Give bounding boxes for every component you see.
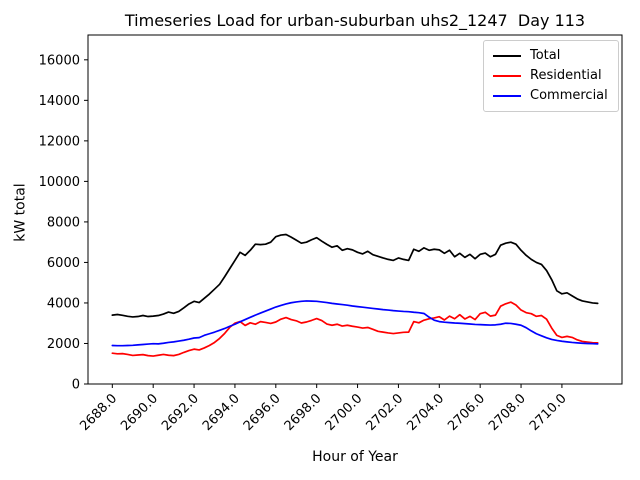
commercial-line xyxy=(111,300,599,347)
y-tick-label: 2000 xyxy=(47,337,80,352)
legend-label-total: Total xyxy=(530,48,561,63)
legend-entry-commercial: Commercial xyxy=(493,86,609,106)
x-tick-label: 2698.0 xyxy=(282,391,325,434)
x-tick-label: 2688.0 xyxy=(77,391,120,434)
x-tick-label: 2708.0 xyxy=(486,391,529,434)
axes-frame xyxy=(87,34,623,385)
y-tick-label: 6000 xyxy=(47,256,80,271)
y-tick-label: 10000 xyxy=(39,175,80,190)
total-line-swatch xyxy=(493,55,521,57)
legend-label-commercial: Commercial xyxy=(530,88,608,103)
legend-entry-total: Total xyxy=(493,46,609,66)
y-tick-label: 14000 xyxy=(39,94,80,109)
x-tick-label: 2704.0 xyxy=(404,391,447,434)
x-tick-label: 2696.0 xyxy=(241,391,284,434)
x-axis-label: Hour of Year xyxy=(312,449,398,465)
x-tick-label: 2702.0 xyxy=(363,391,406,434)
x-tick-label: 2706.0 xyxy=(445,391,488,434)
total-line xyxy=(111,233,599,318)
x-tick-label: 2710.0 xyxy=(527,391,570,434)
chart-title: Timeseries Load for urban-suburban uhs2_… xyxy=(124,11,586,30)
y-tick-label: 0 xyxy=(72,378,80,393)
y-tick-label: 16000 xyxy=(39,53,80,68)
legend-entry-residential: Residential xyxy=(493,66,609,86)
x-tick-label: 2700.0 xyxy=(323,391,366,434)
x-tick-label: 2692.0 xyxy=(159,391,202,434)
commercial-line-swatch xyxy=(493,95,521,97)
residential-line xyxy=(111,301,599,357)
x-tick-label: 2694.0 xyxy=(200,391,243,434)
y-axis-label: kW total xyxy=(12,183,29,242)
legend-label-residential: Residential xyxy=(530,68,602,83)
y-tick-label: 8000 xyxy=(47,215,80,230)
y-tick-label: 12000 xyxy=(39,134,80,149)
residential-line-swatch xyxy=(493,75,521,77)
x-tick-label: 2690.0 xyxy=(118,391,161,434)
y-tick-label: 4000 xyxy=(47,296,80,311)
legend: Total Residential Commercial xyxy=(483,40,619,112)
